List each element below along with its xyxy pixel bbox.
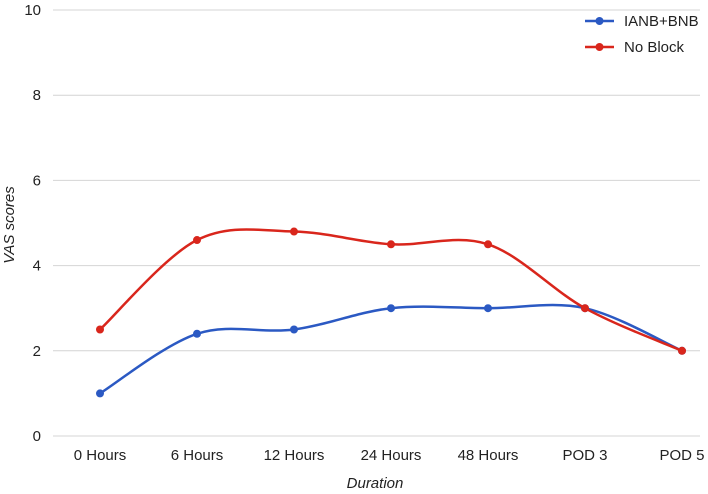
y-tick-label: 4 — [33, 258, 41, 275]
series-layer — [96, 227, 686, 398]
data-point-no-block — [96, 325, 104, 334]
data-point-no-block — [581, 304, 589, 313]
data-point-ianb-bnb — [387, 304, 395, 313]
series-line-ianb-bnb — [98, 303, 684, 395]
legend-label-no-block: No Block — [624, 39, 685, 56]
x-tick-label: 48 Hours — [458, 447, 519, 464]
legend-label-ianb-bnb: IANB+BNB — [624, 13, 699, 30]
y-tick-label: 10 — [24, 2, 41, 19]
data-point-no-block — [484, 240, 492, 249]
x-tick-label: 24 Hours — [361, 447, 422, 464]
legend-marker-no-block — [595, 43, 604, 51]
y-tick-label: 6 — [33, 172, 41, 189]
legend: IANB+BNB No Block — [585, 13, 699, 56]
y-tick-label: 0 — [33, 428, 41, 445]
x-tick-label: 6 Hours — [171, 447, 224, 464]
legend-marker-ianb-bnb — [595, 17, 604, 25]
data-point-no-block — [387, 240, 395, 249]
y-tick-labels: 0 2 4 6 8 10 — [24, 2, 41, 445]
data-point-no-block — [678, 346, 686, 355]
x-tick-labels: 0 Hours 6 Hours 12 Hours 24 Hours 48 Hours PO… — [74, 447, 705, 464]
data-point-ianb-bnb — [193, 329, 201, 338]
y-axis-label: VAS scores — [1, 186, 18, 264]
data-point-no-block — [193, 236, 201, 245]
data-point-ianb-bnb — [96, 389, 104, 398]
x-tick-label: POD 5 — [659, 447, 704, 464]
y-tick-label: 2 — [33, 343, 41, 360]
x-tick-label: 12 Hours — [264, 447, 325, 464]
data-point-ianb-bnb — [290, 325, 298, 334]
gridlines — [53, 9, 700, 437]
x-tick-label: POD 3 — [562, 447, 607, 464]
x-tick-label: 0 Hours — [74, 447, 127, 464]
data-point-ianb-bnb — [484, 304, 492, 313]
y-tick-label: 8 — [33, 87, 41, 104]
x-axis-label: Duration — [347, 475, 404, 492]
data-point-no-block — [290, 227, 298, 236]
